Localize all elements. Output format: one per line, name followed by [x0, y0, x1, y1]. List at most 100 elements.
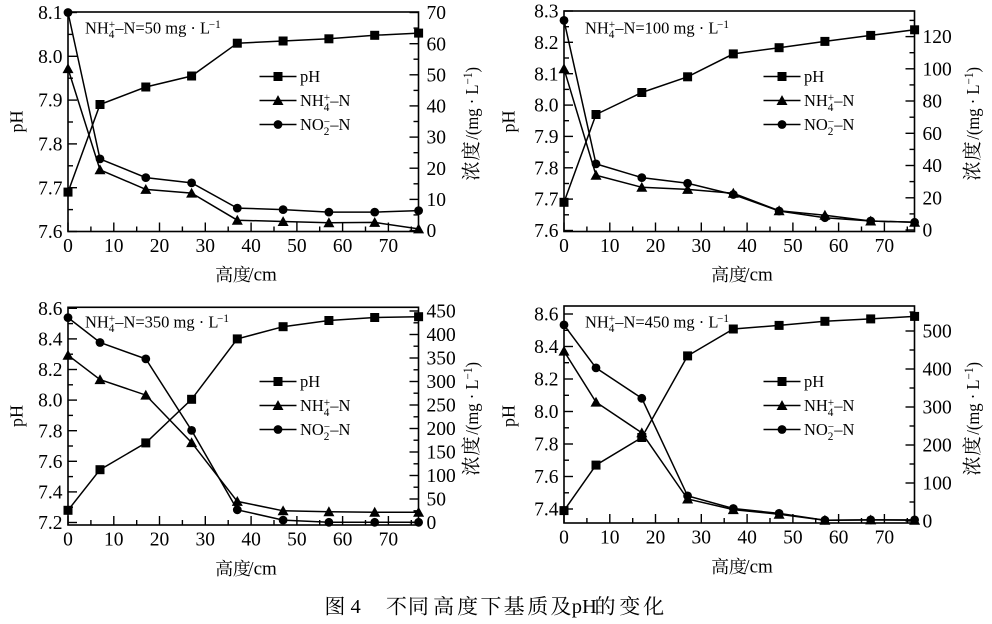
svg-text:10: 10 — [600, 527, 620, 548]
svg-text:0: 0 — [63, 529, 73, 550]
svg-text:–N: –N — [329, 396, 350, 415]
svg-text:7.6: 7.6 — [534, 221, 559, 242]
svg-text:20: 20 — [646, 527, 666, 548]
svg-text:NH: NH — [804, 91, 828, 110]
svg-text:−1: −1 — [209, 19, 221, 31]
svg-text:50: 50 — [427, 490, 447, 511]
svg-text:pH: pH — [300, 67, 320, 86]
svg-text:450: 450 — [427, 302, 456, 323]
svg-text:7.8: 7.8 — [38, 135, 62, 156]
svg-text:100: 100 — [427, 466, 456, 487]
svg-text:+: + — [109, 313, 115, 325]
svg-text:+: + — [828, 397, 834, 409]
svg-text:30: 30 — [692, 236, 712, 257]
svg-text:7.4: 7.4 — [38, 483, 63, 504]
svg-text:400: 400 — [923, 360, 952, 381]
svg-text:2: 2 — [324, 126, 330, 138]
svg-text:40: 40 — [737, 527, 757, 548]
svg-text:300: 300 — [923, 398, 952, 419]
svg-text:20: 20 — [427, 159, 447, 180]
svg-text:70: 70 — [875, 527, 895, 548]
svg-text:NH: NH — [300, 91, 324, 110]
svg-text:pH: pH — [7, 405, 27, 427]
svg-text:4: 4 — [109, 29, 115, 41]
svg-text:4: 4 — [609, 29, 615, 41]
svg-text:30: 30 — [196, 529, 216, 550]
svg-text:+: + — [609, 19, 615, 31]
svg-text:pH: pH — [804, 372, 824, 391]
svg-text:pH: pH — [804, 67, 824, 86]
svg-text:–N: –N — [833, 396, 854, 415]
svg-text:· L: · L — [195, 313, 219, 332]
svg-text:7.9: 7.9 — [38, 91, 62, 112]
svg-text:−1: −1 — [217, 313, 229, 325]
svg-text:0: 0 — [923, 512, 933, 533]
svg-text:400: 400 — [427, 325, 456, 346]
svg-text:8.0: 8.0 — [534, 96, 558, 117]
svg-text:250: 250 — [427, 396, 456, 417]
svg-text:70: 70 — [875, 236, 895, 257]
svg-text:8.2: 8.2 — [534, 33, 558, 54]
svg-text:60: 60 — [829, 527, 849, 548]
svg-text:500: 500 — [923, 322, 952, 343]
svg-text:0: 0 — [427, 513, 437, 534]
svg-text:NH: NH — [585, 313, 609, 332]
svg-text:/cm: /cm — [744, 556, 773, 577]
svg-text:−1: −1 — [717, 313, 729, 325]
svg-text:+: + — [109, 19, 115, 31]
svg-text:0: 0 — [923, 221, 933, 242]
svg-text:+: + — [828, 92, 834, 104]
svg-text:4: 4 — [324, 102, 330, 114]
svg-text:30: 30 — [427, 128, 447, 149]
svg-text:8.6: 8.6 — [534, 305, 559, 326]
svg-text:−: − — [828, 116, 834, 128]
svg-text:7.8: 7.8 — [534, 435, 558, 456]
svg-text:40: 40 — [737, 236, 757, 257]
svg-text:–N=350 mg: –N=350 mg — [114, 313, 194, 332]
svg-text:0: 0 — [559, 236, 569, 257]
svg-text:40: 40 — [241, 529, 261, 550]
svg-text:350: 350 — [427, 349, 456, 370]
svg-text:/(mg · L−1): /(mg · L−1) — [962, 362, 984, 435]
svg-text:8.1: 8.1 — [38, 3, 62, 24]
svg-text:–N: –N — [833, 91, 854, 110]
svg-text:100: 100 — [923, 474, 952, 495]
svg-text:120: 120 — [923, 27, 952, 48]
svg-text:–N: –N — [329, 91, 350, 110]
svg-text:2: 2 — [324, 431, 330, 443]
svg-text:2: 2 — [828, 126, 834, 138]
svg-text:pH: pH — [499, 405, 519, 427]
svg-text:50: 50 — [783, 527, 803, 548]
svg-text:pH: pH — [7, 111, 27, 133]
svg-text:70: 70 — [379, 236, 399, 257]
svg-text:7.8: 7.8 — [534, 158, 558, 179]
svg-text:pH: pH — [300, 372, 320, 391]
svg-text:8.4: 8.4 — [534, 337, 559, 358]
svg-text:10: 10 — [427, 190, 447, 211]
svg-text:8.3: 8.3 — [534, 2, 558, 23]
svg-text:–N=100 mg: –N=100 mg — [614, 19, 694, 38]
svg-text:7.7: 7.7 — [38, 178, 63, 199]
svg-text:/cm: /cm — [248, 264, 277, 285]
svg-text:60: 60 — [427, 34, 447, 55]
svg-text:80: 80 — [923, 92, 943, 113]
svg-text:−: − — [828, 421, 834, 433]
svg-text:· L: · L — [695, 19, 719, 38]
svg-text:7.6: 7.6 — [38, 222, 63, 243]
svg-text:10: 10 — [600, 236, 620, 257]
svg-text:· L: · L — [186, 19, 210, 38]
svg-text:7.4: 7.4 — [534, 500, 559, 521]
svg-text:NO: NO — [300, 420, 324, 439]
svg-text:10: 10 — [104, 529, 124, 550]
svg-text:60: 60 — [829, 236, 849, 257]
svg-text:8.4: 8.4 — [38, 330, 63, 351]
svg-text:50: 50 — [783, 236, 803, 257]
svg-text:50: 50 — [427, 65, 447, 86]
svg-text:/(mg · L−1): /(mg · L−1) — [461, 362, 483, 435]
svg-text:4: 4 — [828, 407, 834, 419]
svg-text:40: 40 — [241, 236, 261, 257]
svg-text:NH: NH — [585, 19, 609, 38]
svg-text:70: 70 — [427, 3, 447, 24]
svg-text:7.2: 7.2 — [38, 513, 62, 534]
svg-text:+: + — [324, 92, 330, 104]
